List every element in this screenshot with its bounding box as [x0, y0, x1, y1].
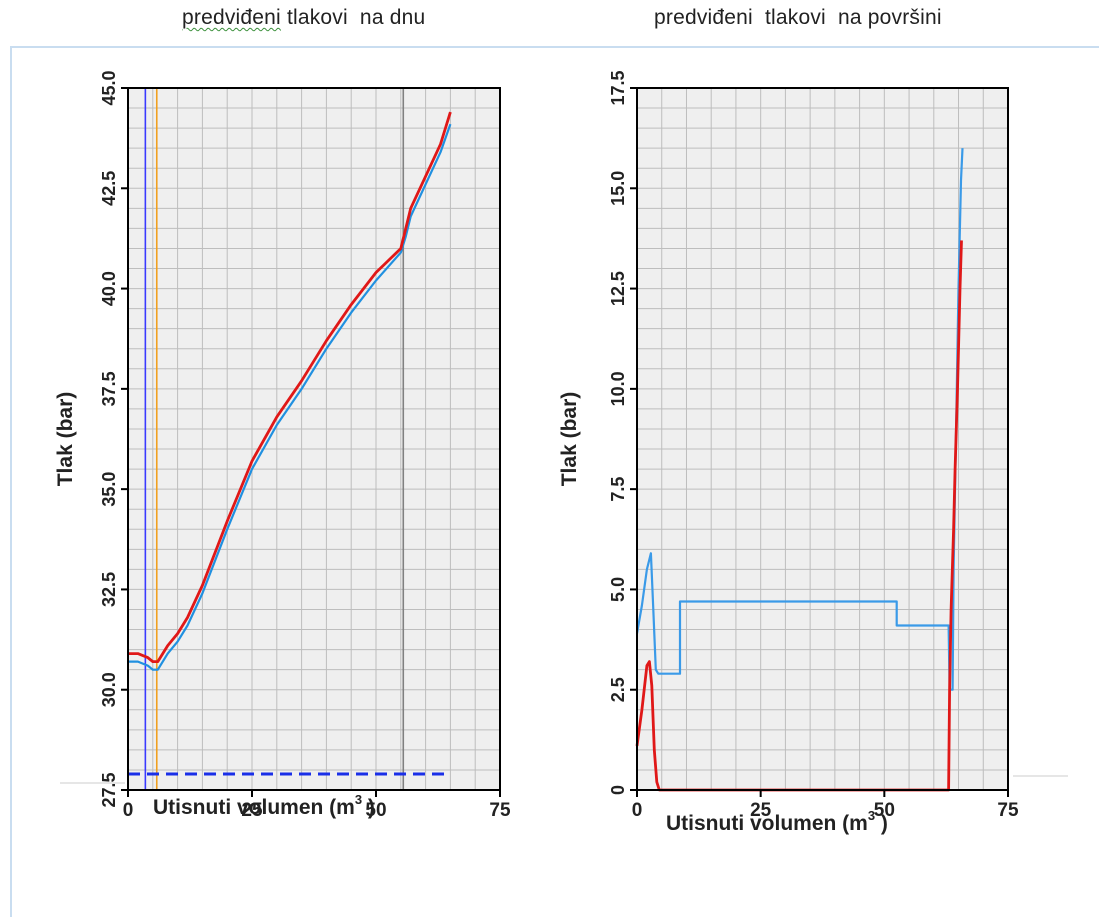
left-chart-title: predviđeni tlakovi na dnu	[182, 6, 425, 30]
x-axis-label-close: )	[875, 812, 888, 835]
x-axis-label-superscript: 3	[355, 792, 362, 807]
right-chart-title: predviđeni tlakovi na površini	[654, 6, 942, 29]
y-tick-label: 32.5	[99, 572, 119, 607]
y-tick-label: 10.0	[608, 371, 628, 406]
x-tick-label: 50	[365, 800, 386, 821]
plot-frame	[636, 87, 1009, 791]
x-tick-label: 25	[241, 800, 263, 821]
plot-area	[637, 88, 1008, 790]
y-axis-label: Tlak (bar)	[558, 392, 581, 487]
frame-top-line	[10, 46, 1099, 48]
series-line-2	[128, 111, 452, 663]
x-axis-label: Utisnuti volumen (m3 )	[153, 792, 375, 820]
plot-frame	[127, 87, 501, 791]
y-tick-label: 12.5	[608, 271, 628, 306]
left-title-first-word: predviđeni	[182, 6, 281, 29]
x-axis-label: Utisnuti volumen (m3 )	[666, 808, 888, 836]
x-tick-label: 75	[997, 800, 1019, 821]
y-tick-label: 17.5	[608, 70, 628, 105]
x-tick-label: 50	[874, 800, 895, 821]
x-axis-label-text: Utisnuti volumen (m	[153, 796, 355, 819]
y-tick-label: 27.5	[99, 772, 119, 807]
x-axis-label-text: Utisnuti volumen (m	[666, 812, 868, 835]
y-tick-label: 15.0	[608, 171, 628, 206]
x-tick-label: 75	[489, 800, 511, 821]
y-tick-label: 5.0	[608, 577, 628, 602]
chart-surface-pressure: 0 25 50 75 0 2.5 5.0 7.5 10.0 12.5 15.0 17.5 Tlak (b…	[558, 70, 1019, 835]
y-tick-label: 42.5	[99, 171, 119, 206]
x-axis-label-close: )	[362, 796, 375, 819]
chart-bottom-pressure: 0 25 50 75 27.5 30.0 32.5 35.0 37.5 40.0 42.5 45.0 T…	[54, 70, 511, 821]
y-tick-label: 35.0	[99, 472, 119, 507]
plot-area	[128, 88, 500, 790]
y-tick-label: 2.5	[608, 677, 628, 702]
left-title-rest: tlakovi na dnu	[280, 6, 426, 29]
x-axis-label-superscript: 3	[868, 808, 875, 823]
y-tick-label: 7.5	[608, 477, 628, 502]
series-line-1	[128, 123, 452, 671]
y-tick-label: 45.0	[99, 70, 119, 105]
y-tick-label: 30.0	[99, 672, 119, 707]
y-tick-label: 0	[608, 785, 628, 795]
x-tick-label: 0	[632, 800, 643, 821]
x-tick-label: 0	[123, 800, 134, 821]
x-tick-label: 25	[750, 800, 772, 821]
y-tick-label: 40.0	[99, 271, 119, 306]
y-tick-label: 37.5	[99, 371, 119, 406]
y-axis-label: Tlak (bar)	[54, 392, 77, 487]
frame-left-line	[10, 46, 12, 917]
